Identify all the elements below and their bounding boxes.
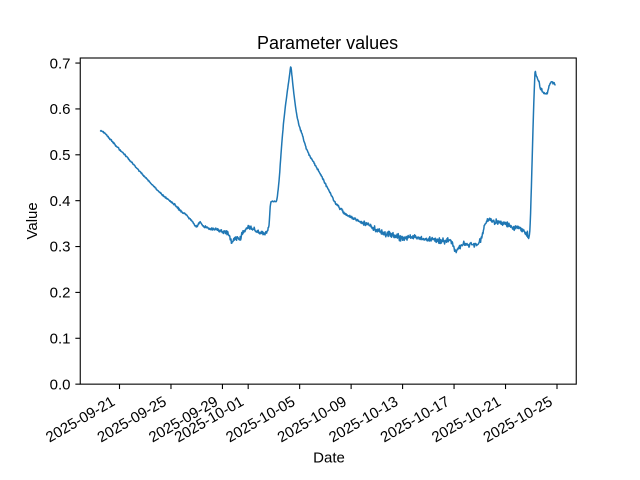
- svg-text:0.1: 0.1: [50, 330, 71, 347]
- svg-text:Parameter values: Parameter values: [257, 33, 398, 53]
- svg-text:0.5: 0.5: [50, 147, 71, 164]
- svg-text:Value: Value: [24, 202, 41, 239]
- svg-text:0.6: 0.6: [50, 101, 71, 118]
- svg-text:Date: Date: [313, 449, 345, 466]
- svg-text:0.7: 0.7: [50, 55, 71, 72]
- svg-text:0.2: 0.2: [50, 285, 71, 302]
- svg-text:0.4: 0.4: [50, 193, 71, 210]
- svg-text:0.0: 0.0: [50, 376, 71, 393]
- svg-text:0.3: 0.3: [50, 239, 71, 256]
